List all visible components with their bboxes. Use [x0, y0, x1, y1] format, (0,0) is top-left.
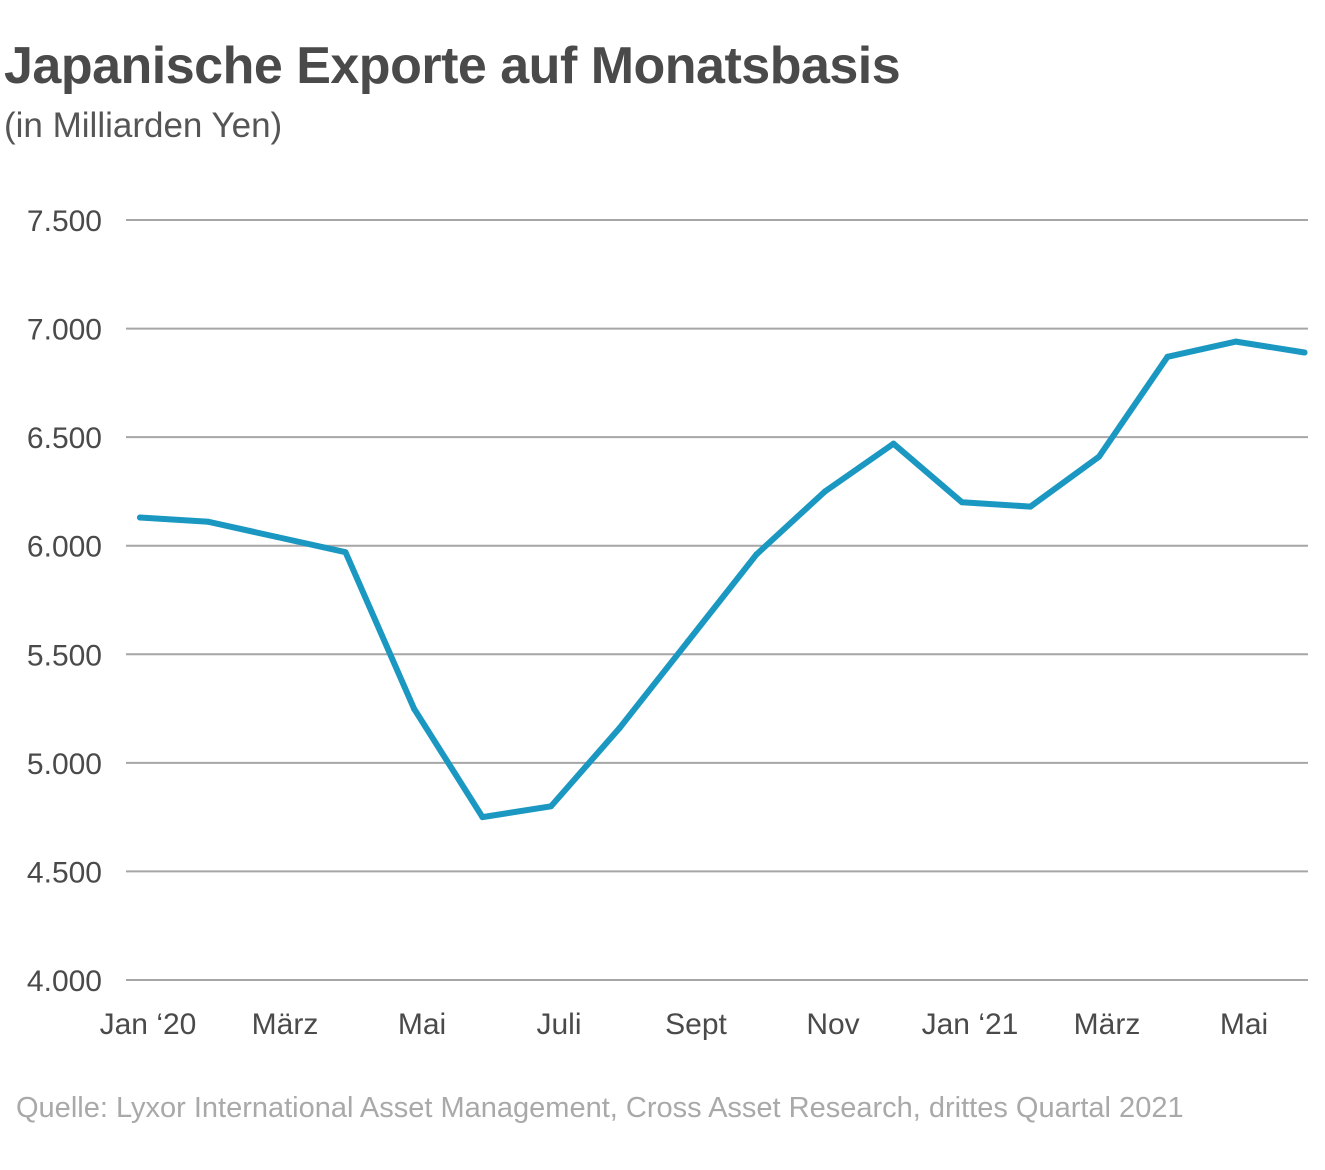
- y-tick-label: 5.500: [27, 639, 102, 672]
- y-tick-label: 4.500: [27, 856, 102, 889]
- data-point: [685, 638, 691, 645]
- x-tick-label: Mai: [398, 1008, 446, 1041]
- x-tick-label: Jan ‘20: [100, 1008, 197, 1041]
- y-tick-label: 6.500: [27, 422, 102, 455]
- data-point: [342, 549, 349, 556]
- data-point: [822, 488, 828, 495]
- x-tick-label: Mai: [1220, 1008, 1268, 1041]
- source-note: Quelle: Lyxor International Asset Manage…: [16, 1092, 1184, 1124]
- data-point: [1027, 503, 1034, 510]
- data-point: [1096, 453, 1102, 460]
- x-axis-ticks: Jan ‘20 März Mai Juli Sept Nov Jan ‘21 März Mai: [100, 1008, 1269, 1041]
- data-point: [1164, 353, 1171, 360]
- x-tick-label: März: [1074, 1008, 1141, 1041]
- data-point: [137, 514, 143, 521]
- data-point: [1301, 349, 1308, 356]
- x-tick-label: Jan ‘21: [922, 1008, 1019, 1041]
- x-tick-label: Nov: [806, 1008, 859, 1041]
- data-point: [890, 440, 897, 447]
- x-tick-label: Sept: [665, 1008, 727, 1041]
- y-tick-label: 7.000: [27, 314, 102, 347]
- series-line: [137, 338, 1308, 821]
- data-point: [205, 518, 212, 525]
- chart-title: Japanische Exporte auf Monatsbasis: [4, 37, 901, 95]
- data-point: [959, 499, 965, 506]
- data-point: [1233, 338, 1239, 345]
- data-point: [479, 814, 486, 821]
- y-tick-label: 4.000: [27, 965, 102, 998]
- data-point: [274, 534, 280, 541]
- data-point: [753, 551, 760, 558]
- y-tick-label: 6.000: [27, 531, 102, 564]
- data-point: [548, 803, 554, 810]
- data-point: [411, 705, 417, 712]
- x-tick-label: März: [252, 1008, 319, 1041]
- chart-subtitle: (in Milliarden Yen): [4, 106, 283, 145]
- data-point: [616, 725, 623, 732]
- series-layer: [137, 338, 1308, 821]
- y-tick-label: 5.000: [27, 748, 102, 781]
- x-tick-label: Juli: [536, 1008, 581, 1041]
- y-axis-ticks: 4.000 4.500 5.000 5.500 6.000 6.500 7.000 7.500: [27, 205, 102, 998]
- y-tick-label: 7.500: [27, 205, 102, 238]
